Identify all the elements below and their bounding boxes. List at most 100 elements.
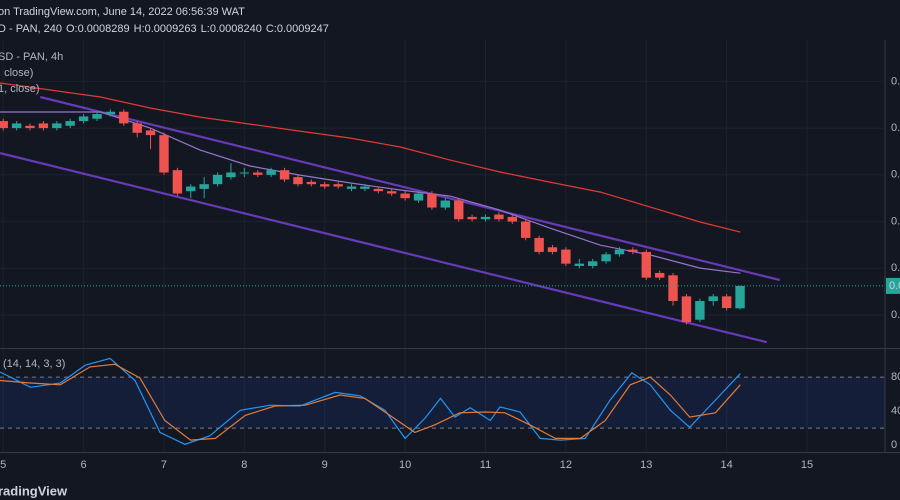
symbol-line: D - PAN, 240 O:0.0008289 H:0.0009263 L:0.00… xyxy=(0,23,329,35)
y-tick-label: 0.0 xyxy=(891,75,900,87)
candle-body xyxy=(614,249,625,255)
candle-body xyxy=(467,216,477,220)
ohlc-value: 0.0008289 xyxy=(78,23,130,35)
candle-body xyxy=(346,186,357,189)
candle-body xyxy=(413,193,424,201)
x-tick-label: 10 xyxy=(399,459,411,471)
candle-body xyxy=(11,123,22,129)
candle-body xyxy=(654,272,665,278)
ohlc-label: L: xyxy=(201,23,210,35)
candle-body xyxy=(293,177,303,185)
candle-body xyxy=(668,275,678,302)
y-tick-label: 0.0 xyxy=(891,309,900,321)
candle-body xyxy=(279,170,290,180)
candle-body xyxy=(628,249,638,252)
x-tick-label: 11 xyxy=(480,459,491,471)
ohlc-label: C: xyxy=(266,23,277,35)
candle-body xyxy=(119,111,129,124)
candle-body xyxy=(92,114,102,119)
x-tick-label: 8 xyxy=(241,459,247,471)
candle-body xyxy=(440,200,451,208)
candle-body xyxy=(520,221,531,238)
candle-body xyxy=(186,186,196,192)
candle-body xyxy=(320,184,330,187)
candle-body xyxy=(534,237,544,252)
trend-line xyxy=(39,95,780,282)
y-tick-label: 0.0 xyxy=(891,215,900,227)
candle-body xyxy=(507,216,517,222)
candle-body xyxy=(681,296,692,323)
symbol-label: SD - PAN, 4h xyxy=(0,51,63,63)
candle-body xyxy=(333,184,343,187)
x-tick-label: 7 xyxy=(161,459,167,471)
candle-body xyxy=(695,301,705,320)
ohlc-label: H: xyxy=(134,23,145,35)
y-tick-label: 0.0 xyxy=(891,122,900,134)
candle-body xyxy=(266,170,276,175)
x-tick-label: 12 xyxy=(560,459,572,471)
candle-body xyxy=(132,123,142,133)
candle-body xyxy=(145,130,156,136)
candle-body xyxy=(360,186,370,189)
y-tick-label: 0 xyxy=(891,439,897,451)
oscillator-band xyxy=(0,377,885,429)
logo: radingView xyxy=(0,483,68,498)
candle-body xyxy=(78,116,89,122)
oscillator-label: (14, 14, 3, 3) xyxy=(3,358,65,370)
candle-body xyxy=(226,172,236,178)
candle-body xyxy=(25,125,35,129)
oscillator-line xyxy=(0,363,741,441)
y-tick-label: 0.0 xyxy=(891,169,900,181)
x-tick-label: 6 xyxy=(81,459,87,471)
candle-body xyxy=(708,296,718,302)
candle-body xyxy=(561,249,571,264)
oscillator-line xyxy=(0,357,741,445)
candle-body xyxy=(494,214,504,220)
candle-body xyxy=(159,135,169,173)
trend-line xyxy=(0,152,768,344)
y-tick-label: 80 xyxy=(891,371,900,383)
oscillator-pane xyxy=(0,349,885,452)
candle-body xyxy=(253,172,263,175)
candle-body xyxy=(547,247,558,252)
ohlc-value: 0.0009247 xyxy=(277,23,329,35)
candle-body xyxy=(65,121,75,126)
candle-body xyxy=(427,193,437,208)
y-tick-label: 0.0 xyxy=(891,262,900,274)
candle-body xyxy=(172,170,183,194)
ma-label: , close) xyxy=(0,67,33,79)
candle-body xyxy=(574,263,585,266)
x-tick-label: 15 xyxy=(801,459,813,471)
candle-body xyxy=(387,191,397,194)
x-tick-label: 9 xyxy=(322,459,328,471)
candle-body xyxy=(373,188,384,192)
candle-body xyxy=(721,296,732,309)
candle-body xyxy=(52,123,62,129)
ohlc-value: 0.0009263 xyxy=(145,23,197,35)
source-line: on TradingView.com, June 14, 2022 06:56:… xyxy=(0,6,245,18)
candle-body xyxy=(105,111,116,115)
candle-body xyxy=(601,254,611,262)
ohlc-label: O: xyxy=(66,23,78,35)
candle-body xyxy=(306,181,317,185)
candle-body xyxy=(212,174,223,185)
candle-body xyxy=(239,172,250,174)
moving-average xyxy=(0,111,741,274)
x-tick-label: 5 xyxy=(0,459,6,471)
axes: 5 6 7 8 9 10 11 12 13 14 15 0.0 0.0 0.0 0.0 0.0 0.0 0.0 80… xyxy=(0,75,900,471)
candle-body xyxy=(199,184,209,189)
last-price-tag xyxy=(886,277,900,294)
candle-body xyxy=(454,200,464,220)
price-pane xyxy=(0,40,885,348)
x-tick-label: 13 xyxy=(640,459,652,471)
candle-body xyxy=(735,285,745,309)
ma-label: 1, close) xyxy=(0,83,40,95)
candle-body xyxy=(400,193,410,199)
candle-body xyxy=(587,261,598,266)
last-price-label: 0.0 xyxy=(889,280,900,292)
candle-body xyxy=(480,216,491,220)
moving-average xyxy=(0,82,741,233)
y-tick-label: 40 xyxy=(891,405,900,417)
candle-body xyxy=(0,121,8,129)
